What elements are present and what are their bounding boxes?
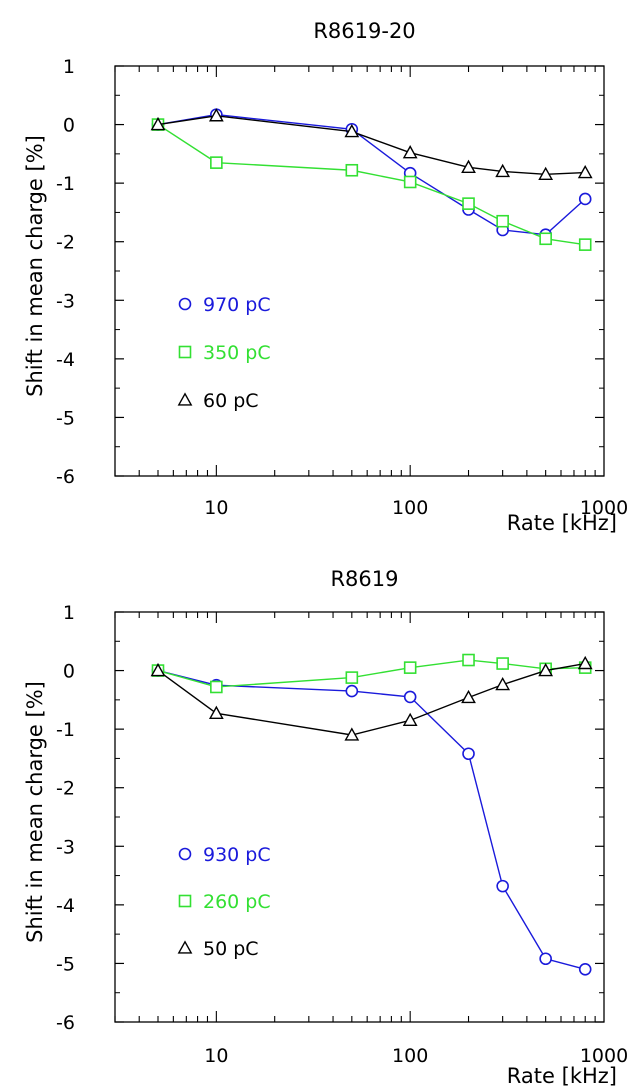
y-tick-label: -6 <box>56 1012 75 1034</box>
y-tick-label: -6 <box>56 466 75 488</box>
data-point-930-pc <box>346 686 357 697</box>
data-point-60-pc <box>404 146 416 157</box>
x-axis-label: Rate [kHz] <box>507 1064 617 1088</box>
chart-title: R8619-20 <box>313 19 415 43</box>
series-line-350-pc <box>158 125 585 245</box>
data-point-350-pc <box>580 239 591 250</box>
data-point-350-pc <box>497 216 508 227</box>
x-tick-label: 10 <box>204 1045 228 1067</box>
legend-label: 50 pC <box>203 938 259 960</box>
x-axis-label: Rate [kHz] <box>507 511 617 535</box>
legend-marker-square <box>180 347 191 358</box>
y-tick-label: 1 <box>63 56 75 78</box>
data-point-50-pc <box>210 707 222 718</box>
legend-marker-triangle <box>179 942 191 953</box>
data-point-260-pc <box>463 655 474 666</box>
data-point-350-pc <box>346 165 357 176</box>
data-point-260-pc <box>346 672 357 683</box>
data-point-260-pc <box>211 681 222 692</box>
x-tick-label: 100 <box>392 1045 428 1067</box>
y-tick-label: -2 <box>56 778 75 800</box>
data-point-50-pc <box>462 691 474 702</box>
plot-frame <box>115 66 604 476</box>
y-tick-label: -1 <box>56 173 75 195</box>
chart-title: R8619 <box>330 567 398 591</box>
x-tick-label: 10 <box>204 497 228 519</box>
data-point-930-pc <box>405 691 416 702</box>
y-tick-label: -3 <box>56 836 75 858</box>
y-tick-label: -5 <box>56 953 75 975</box>
legend-label: 350 pC <box>203 342 271 364</box>
data-point-350-pc <box>405 176 416 187</box>
y-tick-label: 0 <box>63 661 75 683</box>
y-tick-label: -5 <box>56 407 75 429</box>
legend-label: 970 pC <box>203 294 271 316</box>
plot-frame <box>115 612 604 1022</box>
y-axis-label: Shift in mean charge [%] <box>23 681 47 943</box>
legend-marker-square <box>180 896 191 907</box>
data-point-350-pc <box>463 198 474 209</box>
legend-label: 930 pC <box>203 844 271 866</box>
data-point-970-pc <box>580 193 591 204</box>
data-point-50-pc <box>404 714 416 725</box>
legend-marker-circle <box>180 299 191 310</box>
y-tick-label: 1 <box>63 602 75 624</box>
data-point-930-pc <box>580 964 591 975</box>
y-tick-label: -4 <box>56 895 75 917</box>
legend-marker-circle <box>180 849 191 860</box>
data-point-930-pc <box>497 881 508 892</box>
y-axis-label: Shift in mean charge [%] <box>23 135 47 397</box>
series-line-930-pc <box>158 671 585 970</box>
data-point-50-pc <box>496 678 508 689</box>
data-point-60-pc <box>579 166 591 177</box>
y-tick-label: -1 <box>56 719 75 741</box>
data-point-930-pc <box>463 748 474 759</box>
legend-marker-triangle <box>179 394 191 405</box>
data-point-260-pc <box>405 662 416 673</box>
data-point-260-pc <box>497 658 508 669</box>
data-point-350-pc <box>540 233 551 244</box>
x-tick-label: 100 <box>392 497 428 519</box>
y-tick-label: -3 <box>56 290 75 312</box>
data-point-350-pc <box>211 157 222 168</box>
data-point-930-pc <box>540 953 551 964</box>
y-tick-label: 0 <box>63 115 75 137</box>
legend-label: 60 pC <box>203 390 259 412</box>
y-tick-label: -4 <box>56 349 75 371</box>
legend-label: 260 pC <box>203 891 271 913</box>
y-tick-label: -2 <box>56 232 75 254</box>
